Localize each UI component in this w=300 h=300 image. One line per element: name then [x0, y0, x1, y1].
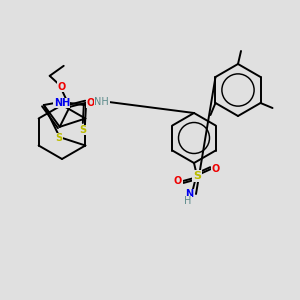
Text: O: O	[212, 164, 220, 174]
Text: S: S	[55, 133, 62, 143]
Text: O: O	[87, 98, 95, 108]
Text: NH: NH	[94, 97, 109, 107]
Text: O: O	[58, 82, 66, 92]
Text: N: N	[185, 189, 193, 199]
Text: S: S	[193, 171, 201, 181]
Text: NH: NH	[54, 98, 70, 108]
Text: S: S	[79, 125, 86, 135]
Text: H: H	[184, 196, 192, 206]
Text: O: O	[174, 176, 182, 186]
